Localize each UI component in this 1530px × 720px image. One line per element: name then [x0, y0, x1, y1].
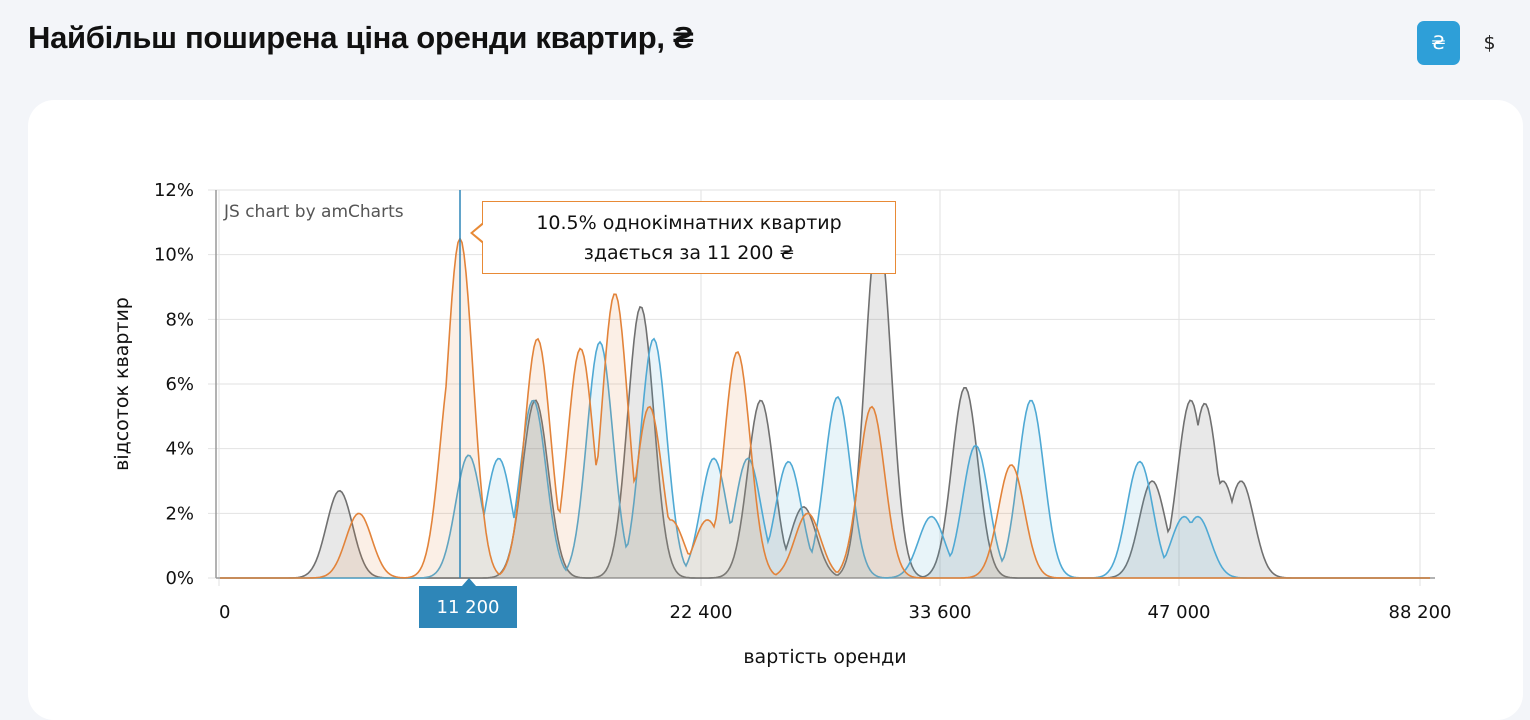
y-tick-label: 4% [165, 439, 194, 460]
cursor-label-arrow [462, 578, 476, 586]
x-tick-label: 22 400 [670, 602, 733, 623]
cursor-x-label: 11 200 [419, 586, 517, 628]
x-tick-label: 88 200 [1389, 602, 1452, 623]
y-axis-title: відсоток квартир [111, 297, 133, 471]
y-tick-label: 6% [165, 374, 194, 395]
x-axis-title: вартість оренди [743, 646, 906, 668]
tooltip-arrow-inner [473, 224, 484, 242]
y-tick-label: 8% [165, 309, 194, 330]
x-tick-label: 0 [219, 602, 230, 623]
chart-svg[interactable]: 0% 2% 4% 6% 8% 10% 12% 0 22 400 33 600 47 000 88 20… [0, 0, 1530, 687]
tooltip-line-1: 10.5% однокімнатних квартир [536, 208, 841, 238]
x-tick-label: 47 000 [1148, 602, 1211, 623]
y-tick-label: 0% [165, 568, 194, 589]
tooltip-line-2: здається за 11 200 ₴ [584, 238, 795, 268]
y-tick-label: 12% [154, 180, 194, 201]
y-tick-label: 2% [165, 503, 194, 524]
x-tick-label: 33 600 [909, 602, 972, 623]
chart-credit[interactable]: JS chart by amCharts [224, 202, 404, 222]
chart-tooltip: 10.5% однокімнатних квартир здається за … [482, 201, 896, 274]
y-tick-label: 10% [154, 245, 194, 266]
